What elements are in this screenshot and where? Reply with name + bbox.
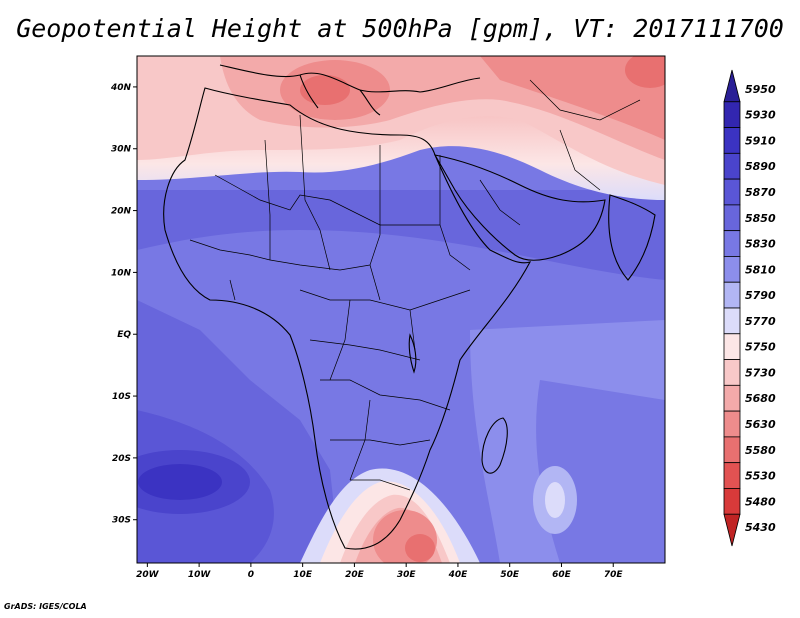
y-tick-label: 10S bbox=[112, 392, 131, 402]
colorbar-swatch bbox=[723, 333, 741, 360]
colorbar-label: 5910 bbox=[745, 134, 776, 147]
map-title: Geopotential Height at 500hPa [gpm], VT:… bbox=[16, 14, 784, 43]
y-tick-label: EQ bbox=[117, 330, 131, 340]
colorbar-label: 5530 bbox=[745, 470, 776, 483]
colorbar-swatch bbox=[723, 359, 741, 386]
colorbar-label: 5790 bbox=[745, 289, 776, 302]
x-tick-label: 10E bbox=[293, 570, 313, 580]
y-tick-label: 10N bbox=[111, 268, 132, 278]
plot-frame bbox=[136, 55, 666, 564]
colorbar-swatch bbox=[723, 281, 741, 309]
geopotential-field bbox=[137, 56, 665, 563]
colorbar-swatch bbox=[723, 178, 741, 206]
colorbar-swatch bbox=[723, 513, 741, 547]
y-tick-label: 30S bbox=[112, 516, 131, 526]
credit-text: GrADS: IGES/COLA bbox=[4, 602, 87, 611]
colorbar-label: 5680 bbox=[745, 392, 776, 405]
x-tick-label: 70E bbox=[604, 570, 624, 580]
x-tick-label: 10W bbox=[188, 570, 212, 580]
colorbar-swatch bbox=[723, 384, 741, 412]
colorbar-label: 5480 bbox=[745, 495, 776, 508]
y-tick-label: 40N bbox=[110, 83, 132, 93]
x-tick-label: 0 bbox=[248, 570, 254, 580]
x-tick-label: 20E bbox=[345, 570, 365, 580]
country-borders bbox=[189, 79, 641, 491]
x-tick-label: 60E bbox=[552, 570, 572, 580]
y-axis: 40N 30N 20N 10N EQ 10S 20S 30S bbox=[110, 83, 137, 526]
colorbar-label: 5430 bbox=[745, 521, 776, 534]
colorbar-swatch bbox=[723, 488, 741, 515]
colorbar-swatch bbox=[723, 230, 741, 257]
y-tick-label: 30N bbox=[111, 145, 132, 155]
colorbar-label: 5870 bbox=[745, 186, 776, 199]
colorbar-label: 5930 bbox=[745, 109, 776, 122]
colorbar-label: 5830 bbox=[745, 238, 776, 251]
colorbar-swatch bbox=[723, 152, 741, 180]
colorbar-label: 5810 bbox=[745, 263, 776, 276]
colorbar-label: 5850 bbox=[745, 212, 776, 225]
colorbar-label: 5890 bbox=[745, 160, 776, 173]
colorbar-swatch bbox=[723, 410, 741, 438]
colorbar: 5950 5930 5910 5890 5870 5850 5830 5810 5790 5770… bbox=[723, 69, 776, 547]
colorbar-swatch bbox=[723, 462, 741, 489]
y-tick-label: 20N bbox=[111, 207, 132, 217]
x-axis: 20W 10W 0 10E 20E 30E 40E 50E 60E 70E bbox=[136, 563, 623, 580]
colorbar-label: 5580 bbox=[745, 444, 776, 457]
colorbar-swatch bbox=[723, 69, 741, 103]
colorbar-label: 5630 bbox=[745, 418, 776, 431]
colorbar-label: 5950 bbox=[745, 83, 776, 96]
colorbar-swatch bbox=[723, 307, 741, 335]
x-tick-label: 30E bbox=[397, 570, 417, 580]
x-tick-label: 50E bbox=[500, 570, 520, 580]
colorbar-label: 5750 bbox=[745, 341, 776, 354]
colorbar-label: 5770 bbox=[745, 315, 776, 328]
colorbar-swatch bbox=[723, 127, 741, 154]
colorbar-swatch bbox=[723, 436, 741, 464]
x-tick-label: 40E bbox=[448, 570, 469, 580]
colorbar-label: 5730 bbox=[745, 366, 776, 379]
coastlines bbox=[163, 64, 656, 550]
colorbar-swatch bbox=[723, 101, 741, 128]
x-tick-label: 20W bbox=[136, 570, 160, 580]
y-tick-label: 20S bbox=[112, 454, 131, 464]
colorbar-swatch bbox=[723, 256, 741, 283]
colorbar-swatch bbox=[723, 204, 741, 232]
